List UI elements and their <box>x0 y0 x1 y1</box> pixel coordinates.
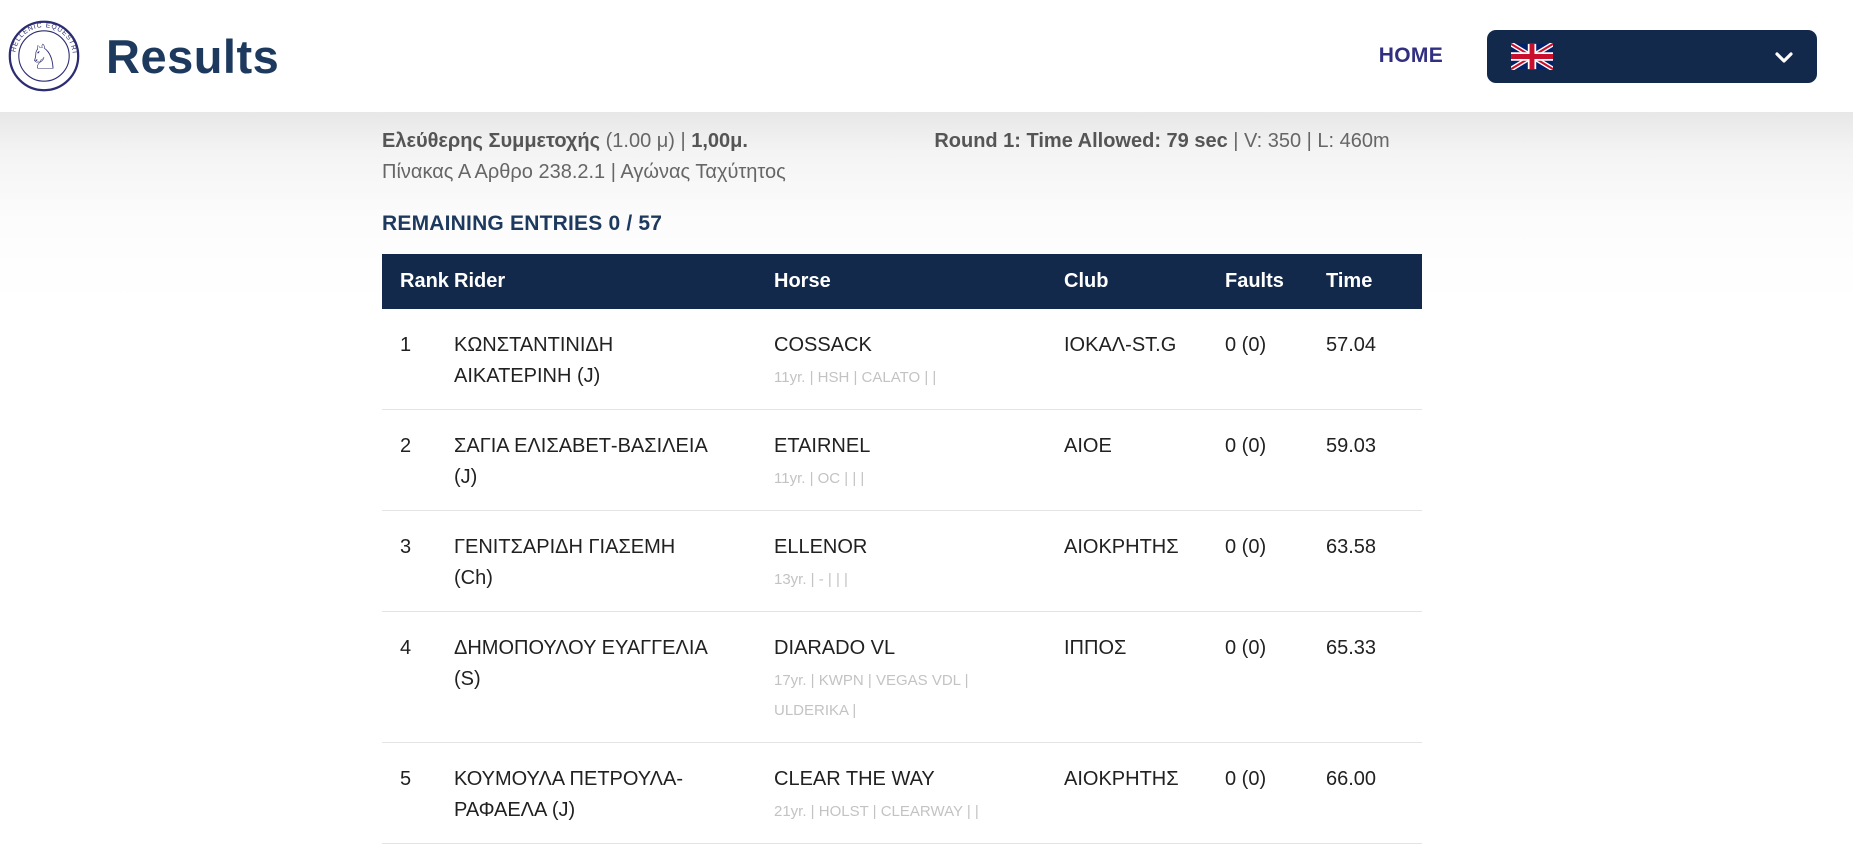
results-table-body: 1 ΚΩΝΣΤΑΝΤΙΝΙΔΗ ΑΙΚΑΤΕΡΙΝΗ (J) COSSACK 1… <box>382 309 1422 844</box>
column-header-rank: Rank <box>400 270 449 292</box>
time-cell: 59.03 <box>1326 435 1377 457</box>
faults-cell: 0 (0) <box>1225 536 1267 558</box>
results-table: Rank Rider Horse Club Faults Time 1 ΚΩΝΣ… <box>382 254 1422 844</box>
home-link[interactable]: HOME <box>1378 44 1443 67</box>
page-title: Results <box>106 29 280 83</box>
federation-logo: HELLENIC EQUESTRIAN FED. ♘ <box>5 15 80 92</box>
event-class-name: Ελεύθερης Συμμετοχής <box>382 130 606 152</box>
time-cell: 66.00 <box>1326 768 1377 790</box>
club-cell: ΙΟΚΑΛ-ST.G <box>1064 334 1177 356</box>
results-table-header: Rank Rider Horse Club Faults Time <box>382 254 1422 309</box>
horse-info: 21yr. | HOLST | CLEARWAY | | <box>774 803 979 820</box>
rider-name: ΓΕΝΙΤΣΑΡΙΔΗ ΓΙΑΣΕΜΗ (Ch) <box>454 536 676 589</box>
rank-cell: 4 <box>400 637 412 659</box>
faults-cell: 0 (0) <box>1225 334 1267 356</box>
faults-cell: 0 (0) <box>1225 435 1267 457</box>
rider-name: ΣΑΓΙΑ ΕΛΙΣΑΒΕΤ-ΒΑΣΙΛΕΙΑ (J) <box>454 435 707 488</box>
horse-info: 11yr. | HSH | CALATO | | <box>774 369 937 386</box>
column-header-club: Club <box>1064 270 1109 292</box>
event-info: Ελεύθερης Συμμετοχής (1.00 μ) | 1,00μ. Π… <box>382 126 1853 188</box>
club-cell: ΙΠΠΟΣ <box>1064 637 1127 659</box>
rank-cell: 1 <box>400 334 412 356</box>
horse-cell: COSSACK 11yr. | HSH | CALATO | | <box>774 309 1064 410</box>
rider-name: ΚΩΝΣΤΑΝΤΙΝΙΔΗ ΑΙΚΑΤΕΡΙΝΗ (J) <box>454 334 614 387</box>
language-selector-button[interactable] <box>1487 29 1817 83</box>
chevron-down-icon <box>1775 51 1793 63</box>
horse-head-logo-icon: HELLENIC EQUESTRIAN FED. ♘ <box>5 15 80 92</box>
event-class-title: Ελεύθερης Συμμετοχής (1.00 μ) | 1,00μ. <box>382 130 748 152</box>
horse-name: ELLENOR <box>774 536 868 558</box>
rank-cell: 5 <box>400 768 412 790</box>
rider-cell: ΣΑΓΙΑ ΕΛΙΣΑΒΕΤ-ΒΑΣΙΛΕΙΑ (J) <box>454 410 774 511</box>
table-row: 5 ΚΟΥΜΟΥΛΑ ΠΕΤΡΟΥΛΑ-ΡΑΦΑΕΛΑ (J) CLEAR TH… <box>382 743 1422 844</box>
rank-cell: 3 <box>400 536 412 558</box>
rider-cell: ΚΟΥΜΟΥΛΑ ΠΕΤΡΟΥΛΑ-ΡΑΦΑΕΛΑ (J) <box>454 743 774 844</box>
event-class-info: Ελεύθερης Συμμετοχής (1.00 μ) | 1,00μ. Π… <box>382 126 902 188</box>
time-cell: 63.58 <box>1326 536 1377 558</box>
rider-cell: ΔΗΜΟΠΟΥΛΟΥ ΕΥΑΓΓΕΛΙΑ (S) <box>454 612 774 743</box>
event-class-subtitle: Πίνακας Α Αρθρο 238.2.1 | Αγώνας Ταχύτητ… <box>382 161 786 183</box>
club-cell: ΑΙΟΕ <box>1064 435 1112 457</box>
remaining-entries-heading: REMAINING ENTRIES 0 / 57 <box>382 212 663 235</box>
top-header: HELLENIC EQUESTRIAN FED. ♘ Results HOME <box>0 0 1853 112</box>
rider-cell: ΚΩΝΣΤΑΝΤΙΝΙΔΗ ΑΙΚΑΤΕΡΙΝΗ (J) <box>454 309 774 410</box>
table-row: 2 ΣΑΓΙΑ ΕΛΙΣΑΒΕΤ-ΒΑΣΙΛΕΙΑ (J) ETAIRNEL 1… <box>382 410 1422 511</box>
horse-name: DIARADO VL <box>774 637 896 659</box>
faults-cell: 0 (0) <box>1225 637 1267 659</box>
horse-name: ETAIRNEL <box>774 435 871 457</box>
round-extra: | V: 350 | L: 460m <box>1227 130 1390 152</box>
club-cell: ΑΙΟΚΡΗΤΗΣ <box>1064 768 1179 790</box>
round-info: Round 1: Time Allowed: 79 sec | V: 350 |… <box>902 126 1422 188</box>
column-header-rider: Rider <box>454 270 506 292</box>
horse-cell: ELLENOR 13yr. | - | | | <box>774 511 1064 612</box>
faults-cell: 0 (0) <box>1225 768 1267 790</box>
rider-name: ΚΟΥΜΟΥΛΑ ΠΕΤΡΟΥΛΑ-ΡΑΦΑΕΛΑ (J) <box>454 768 684 821</box>
column-header-faults: Faults <box>1225 270 1284 292</box>
table-row: 3 ΓΕΝΙΤΣΑΡΙΔΗ ΓΙΑΣΕΜΗ (Ch) ELLENOR 13yr.… <box>382 511 1422 612</box>
time-cell: 57.04 <box>1326 334 1377 356</box>
horse-name: COSSACK <box>774 334 872 356</box>
table-row: 4 ΔΗΜΟΠΟΥΛΟΥ ΕΥΑΓΓΕΛΙΑ (S) DIARADO VL 17… <box>382 612 1422 743</box>
time-cell: 65.33 <box>1326 637 1377 659</box>
column-header-time: Time <box>1326 270 1373 292</box>
rank-cell: 2 <box>400 435 412 457</box>
rider-name: ΔΗΜΟΠΟΥΛΟΥ ΕΥΑΓΓΕΛΙΑ (S) <box>454 637 707 690</box>
svg-text:♘: ♘ <box>29 39 60 77</box>
content-area: Ελεύθερης Συμμετοχής (1.00 μ) | 1,00μ. Π… <box>0 112 1853 844</box>
horse-cell: ETAIRNEL 11yr. | OC | | | <box>774 410 1064 511</box>
column-header-horse: Horse <box>774 270 831 292</box>
horse-name: CLEAR THE WAY <box>774 768 935 790</box>
horse-info: 13yr. | - | | | <box>774 571 848 588</box>
horse-info: 17yr. | KWPN | VEGAS VDL | ULDERIKA | <box>774 672 969 719</box>
horse-info: 11yr. | OC | | | <box>774 470 865 487</box>
rider-cell: ΓΕΝΙΤΣΑΡΙΔΗ ΓΙΑΣΕΜΗ (Ch) <box>454 511 774 612</box>
horse-cell: DIARADO VL 17yr. | KWPN | VEGAS VDL | UL… <box>774 612 1064 743</box>
table-row: 1 ΚΩΝΣΤΑΝΤΙΝΙΔΗ ΑΙΚΑΤΕΡΙΝΗ (J) COSSACK 1… <box>382 309 1422 410</box>
horse-cell: CLEAR THE WAY 21yr. | HOLST | CLEARWAY |… <box>774 743 1064 844</box>
round-time-allowed: Round 1: Time Allowed: 79 sec <box>934 130 1228 152</box>
uk-flag-icon <box>1509 41 1555 71</box>
club-cell: ΑΙΟΚΡΗΤΗΣ <box>1064 536 1179 558</box>
